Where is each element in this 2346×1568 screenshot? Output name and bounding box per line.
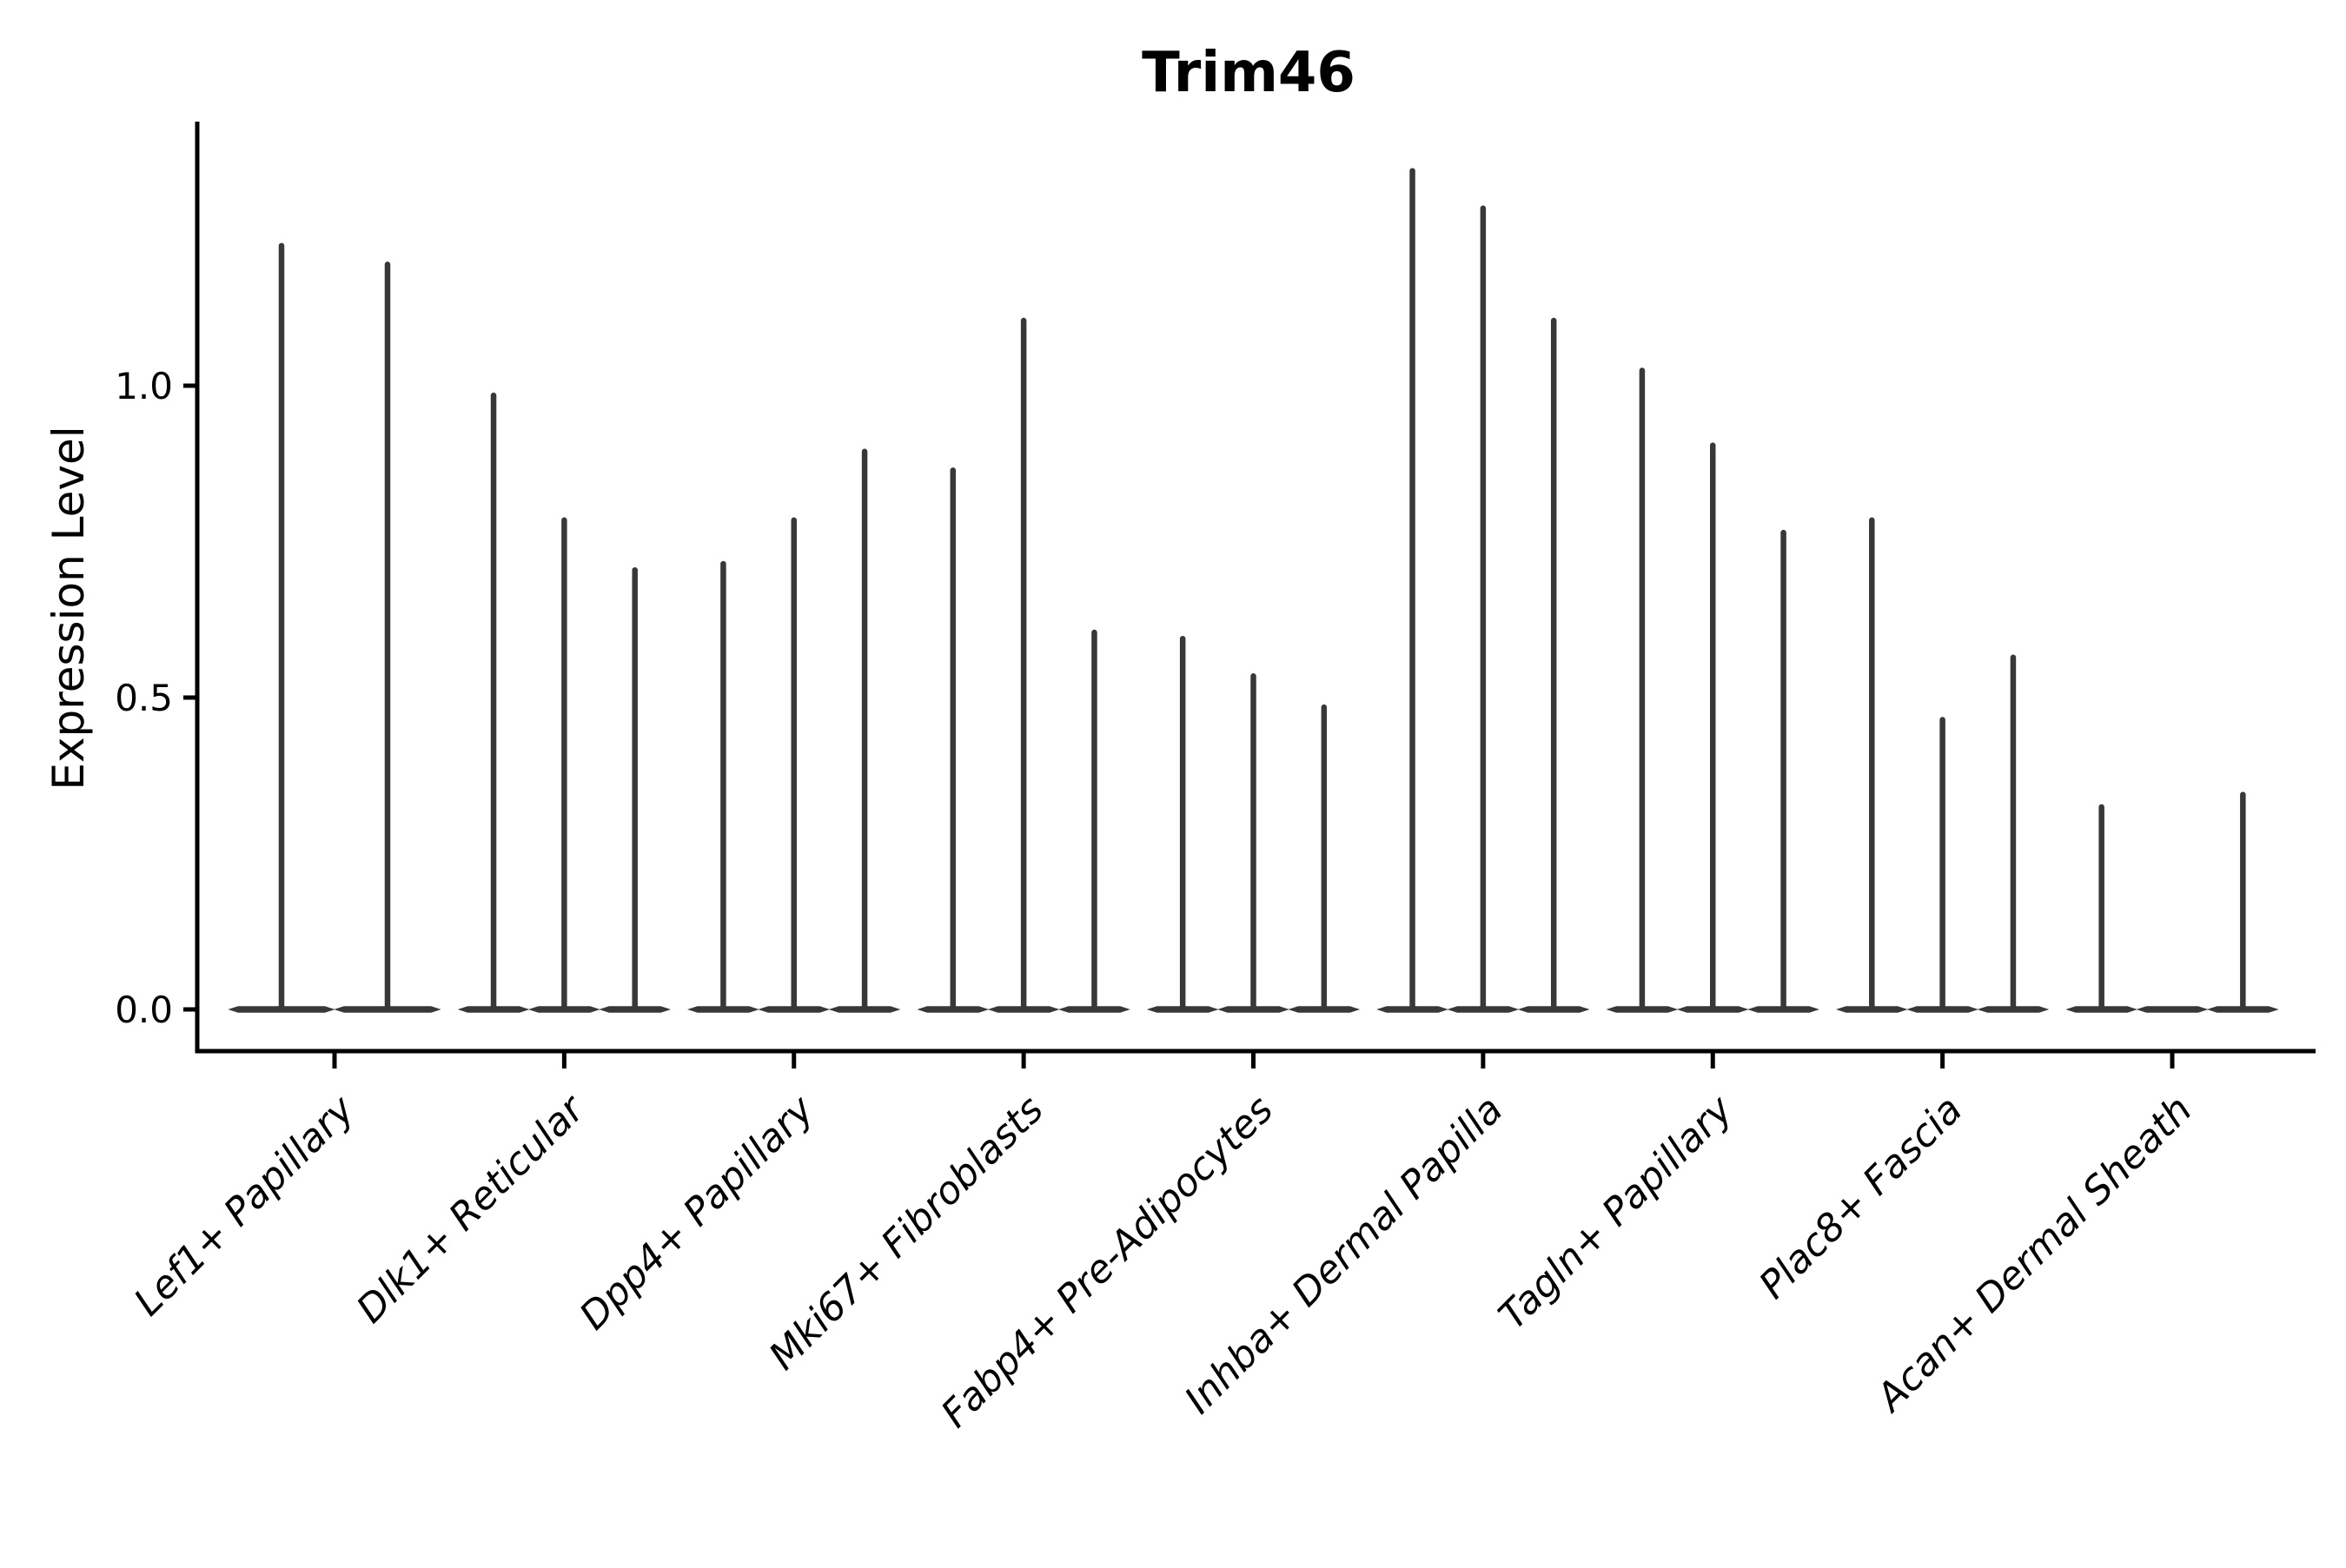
x-tick-label: Tagln+ Papillary — [1490, 1087, 1741, 1338]
violins — [228, 168, 2279, 1013]
y-tick-label: 0.5 — [115, 677, 173, 719]
x-tick-label: Plac8+ Fascia — [1751, 1088, 1971, 1307]
y-axis-ticks: 0.0 0.5 1.0 — [115, 365, 197, 1031]
chart-title: Trim46 — [1142, 41, 1355, 105]
y-tick-label: 0.0 — [115, 989, 173, 1031]
y-tick-label: 1.0 — [115, 365, 173, 407]
violin-base — [2136, 1006, 2209, 1013]
x-tick-label: Dlk1+ Reticular — [348, 1086, 594, 1332]
x-tick-label: Lef1+ Papillary — [126, 1087, 364, 1325]
y-axis-label: Expression Level — [43, 426, 94, 790]
x-tick-label: Dpp4+ Papillary — [571, 1087, 823, 1339]
